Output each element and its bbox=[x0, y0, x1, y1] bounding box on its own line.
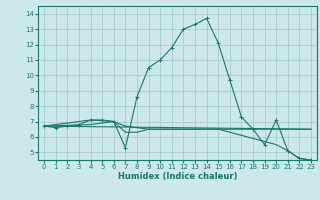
X-axis label: Humidex (Indice chaleur): Humidex (Indice chaleur) bbox=[118, 172, 237, 181]
